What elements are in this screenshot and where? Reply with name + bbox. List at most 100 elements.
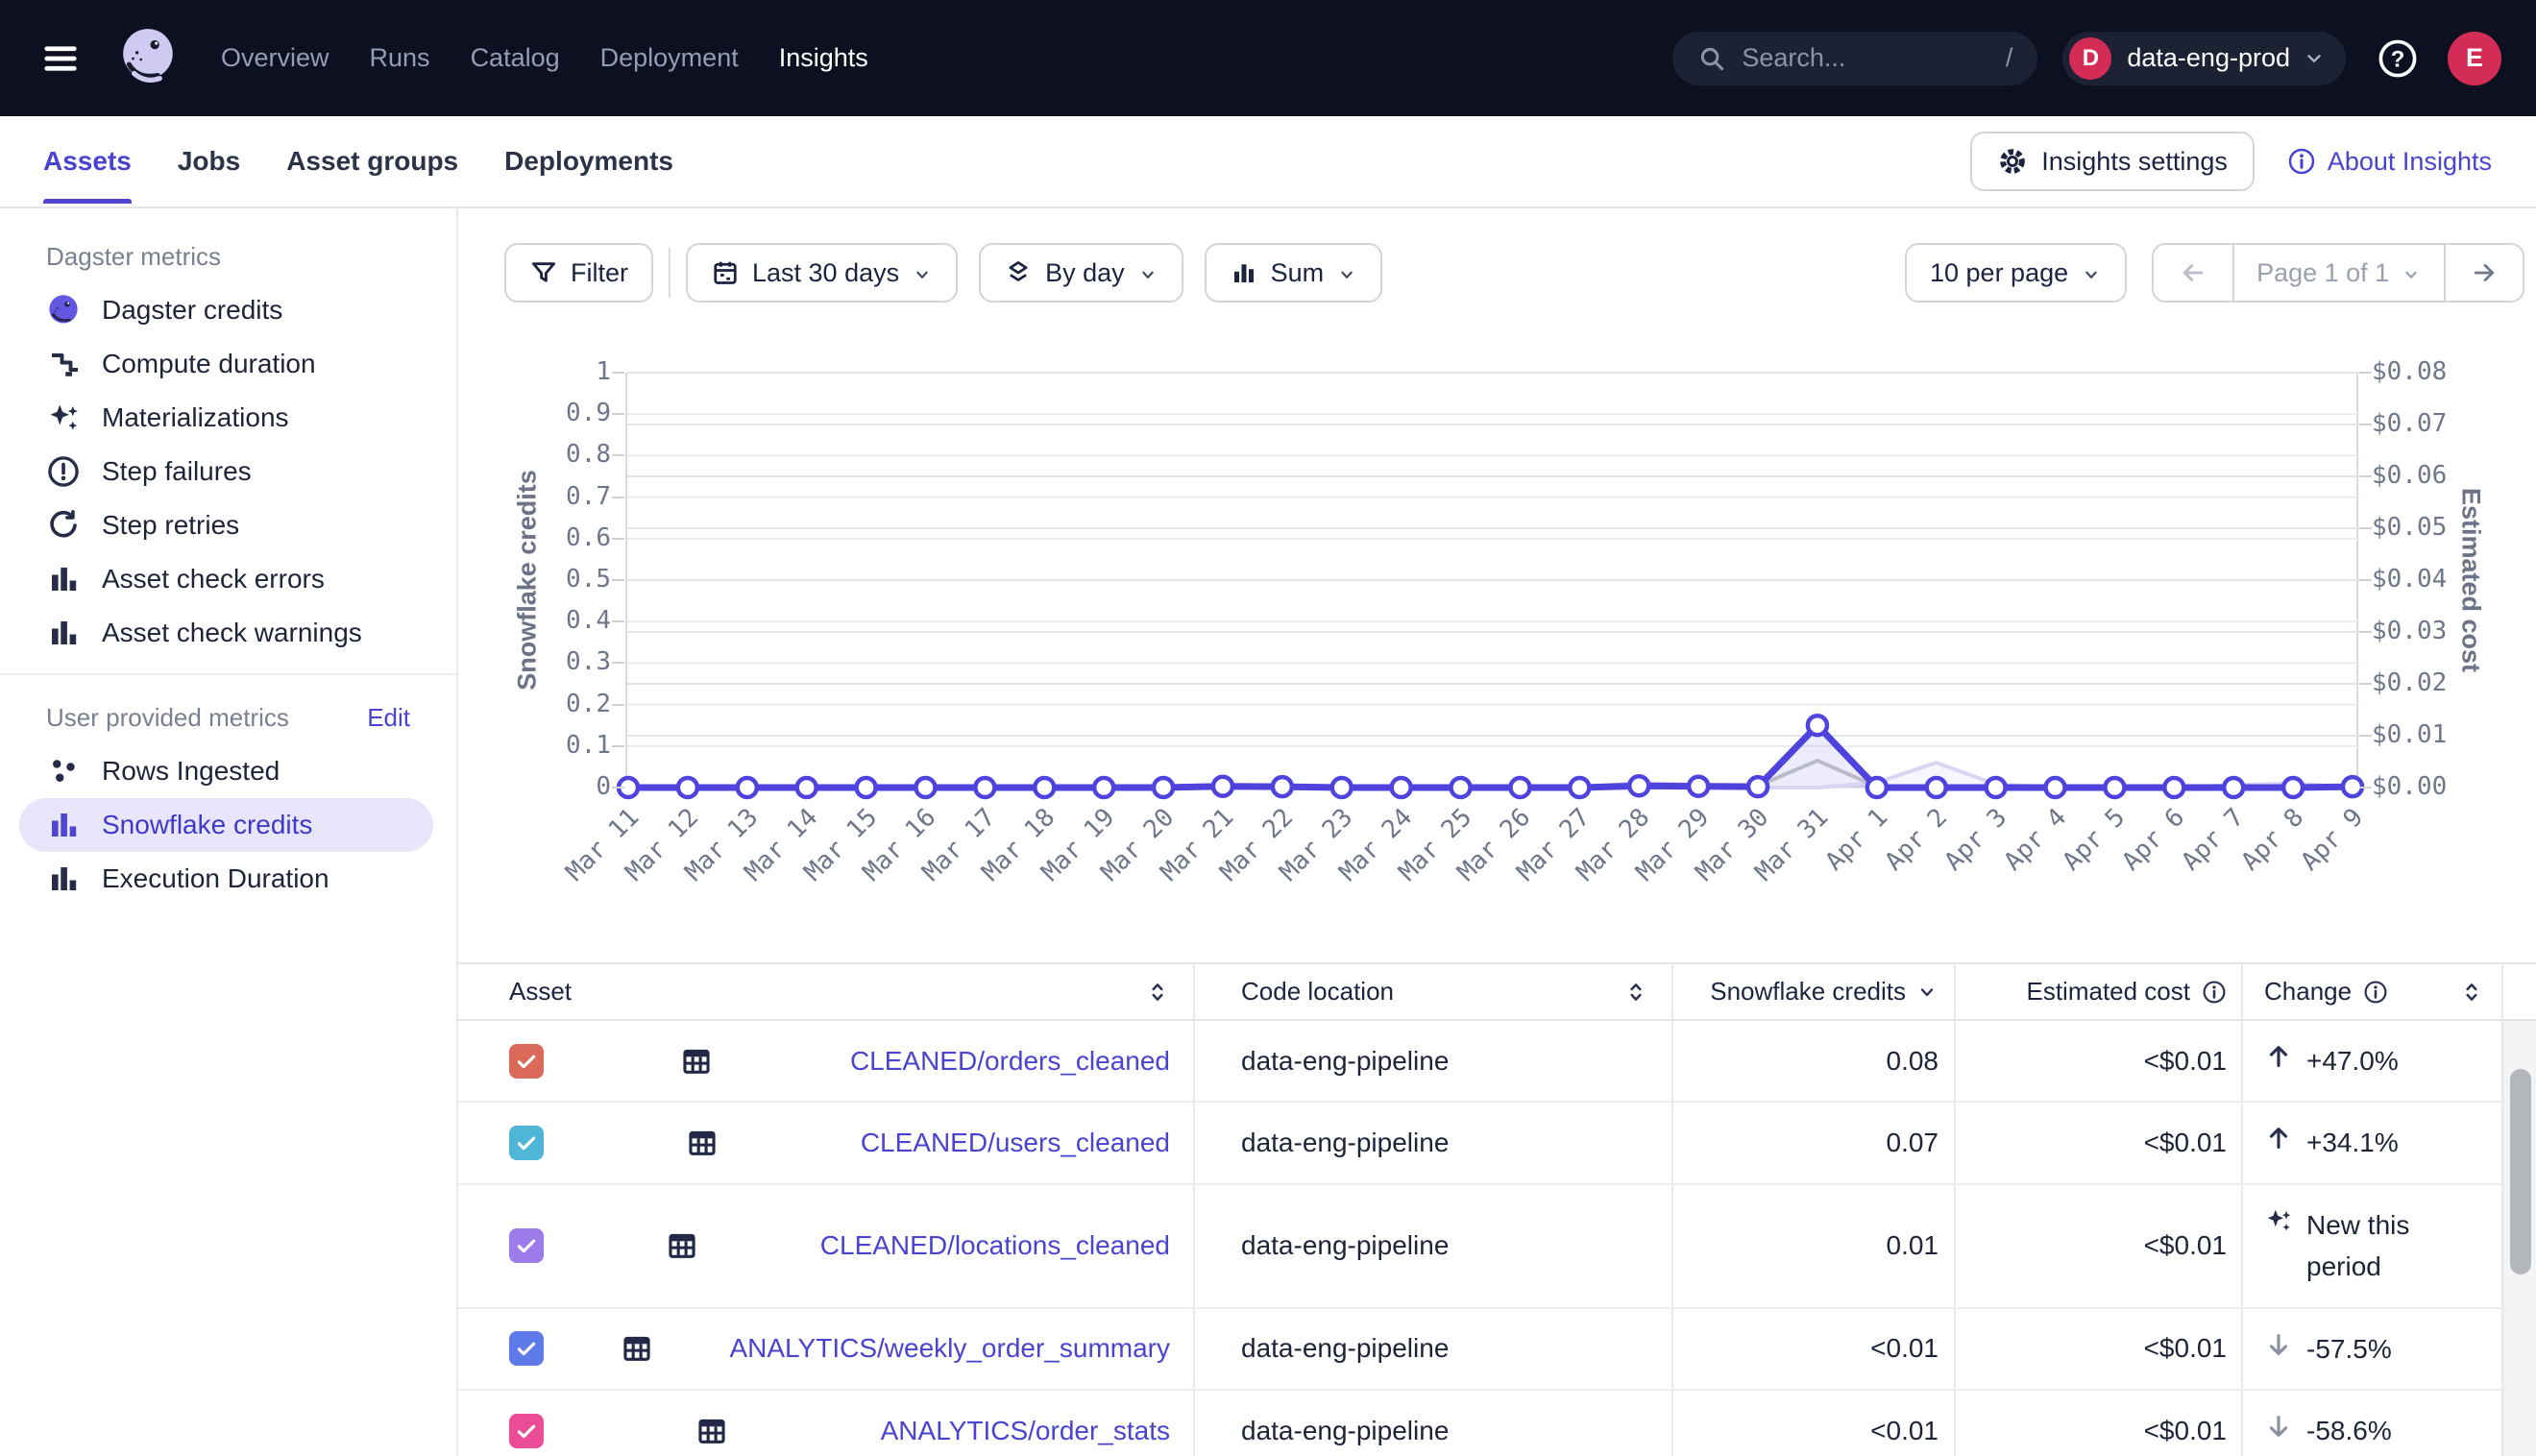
right-axis-tickmark	[2359, 372, 2372, 374]
sidebar-item-snowflake-credits[interactable]: Snowflake credits	[19, 798, 433, 852]
cell-code-location: data-eng-pipeline	[1193, 1308, 1671, 1389]
cell-asset: CLEANED/users_cleaned	[458, 1103, 1193, 1182]
stairs-icon	[46, 347, 81, 381]
hamburger-menu-icon[interactable]	[38, 40, 83, 77]
cell-asset: CLEANED/locations_cleaned	[458, 1185, 1193, 1307]
filter-button[interactable]: Filter	[504, 243, 653, 303]
sort-icon[interactable]	[2459, 980, 2484, 1005]
edit-metrics-link[interactable]: Edit	[367, 702, 410, 732]
granularity-label: By day	[1045, 257, 1125, 287]
sidebar-item-label: Asset check warnings	[102, 618, 362, 647]
sidebar-item-dagster-credits[interactable]: Dagster credits	[0, 283, 456, 337]
dagster-metrics-heading: Dagster metrics	[46, 241, 222, 271]
tab-deployments[interactable]: Deployments	[504, 146, 673, 176]
row-checkbox[interactable]	[509, 1126, 544, 1161]
sidebar-item-asset-check-warnings[interactable]: Asset check warnings	[0, 606, 456, 660]
nav-item-overview[interactable]: Overview	[221, 43, 329, 72]
layers-icon	[1004, 258, 1033, 287]
sidebar-item-step-retries[interactable]: Step retries	[0, 498, 456, 552]
granularity-dropdown[interactable]: By day	[979, 243, 1183, 303]
right-axis-tickmark	[2359, 787, 2372, 789]
sidebar-item-execution-duration[interactable]: Execution Duration	[0, 852, 456, 906]
sort-desc-caret-icon[interactable]	[1915, 981, 1939, 1004]
prev-page-button[interactable]	[2154, 245, 2232, 301]
caret-down-icon	[1137, 262, 1158, 283]
about-insights-link[interactable]: About Insights	[2287, 147, 2492, 177]
left-axis-tickmark	[612, 787, 624, 789]
sort-icon[interactable]	[1145, 980, 1170, 1005]
right-axis-tickmark	[2359, 735, 2372, 737]
sidebar-item-label: Asset check errors	[102, 564, 325, 594]
left-axis-tick: 0.6	[566, 522, 611, 552]
right-axis-tickmark	[2359, 631, 2372, 633]
user-avatar[interactable]: E	[2448, 31, 2501, 85]
cell-snowflake-credits: 0.08	[1671, 1021, 1954, 1102]
caret-down-icon	[1336, 262, 1357, 283]
row-checkbox[interactable]	[509, 1228, 544, 1264]
bar-chart-icon	[46, 562, 81, 596]
aggregation-dropdown[interactable]: Sum	[1204, 243, 1383, 303]
sidebar-item-label: Materializations	[102, 402, 289, 432]
asset-link[interactable]: ANALYTICS/order_stats	[880, 1415, 1170, 1445]
row-checkbox[interactable]	[509, 1043, 544, 1079]
user-metrics-heading: User provided metrics	[46, 702, 289, 732]
nav-item-deployment[interactable]: Deployment	[599, 43, 739, 72]
asset-link[interactable]: CLEANED/users_cleaned	[860, 1128, 1170, 1158]
insights-settings-button[interactable]: Insights settings	[1970, 132, 2255, 191]
change-value: +47.0%	[2306, 1046, 2399, 1076]
table-row: ANALYTICS/order_stats data-eng-pipeline <0…	[458, 1390, 2536, 1456]
tabs: Assets Jobs Asset groups Deployments	[43, 119, 673, 204]
cell-snowflake-credits: 0.01	[1671, 1184, 1954, 1307]
cell-code-location: data-eng-pipeline	[1193, 1390, 1671, 1456]
refresh-icon	[46, 508, 81, 543]
info-icon[interactable]	[2363, 980, 2388, 1005]
info-icon[interactable]	[2202, 980, 2227, 1005]
sidebar-item-compute-duration[interactable]: Compute duration	[0, 337, 456, 391]
right-axis-title: Estimated cost	[2456, 487, 2486, 673]
cost-header-label: Estimated cost	[2026, 977, 2190, 1006]
row-checkbox[interactable]	[509, 1413, 544, 1448]
sidebar-item-asset-check-errors[interactable]: Asset check errors	[0, 552, 456, 606]
help-icon[interactable]: ?	[2377, 37, 2419, 80]
sort-icon[interactable]	[1623, 980, 1648, 1005]
left-axis-tick: 0.5	[566, 565, 611, 594]
column-header-estimated-cost: Estimated cost	[1954, 964, 2241, 1019]
check-icon	[514, 1049, 539, 1074]
next-page-button[interactable]	[2444, 245, 2523, 301]
cell-estimated-cost: <$0.01	[1954, 1103, 2241, 1183]
cell-snowflake-credits: 0.07	[1671, 1103, 1954, 1183]
nav-item-runs[interactable]: Runs	[369, 43, 430, 72]
nav-item-insights[interactable]: Insights	[778, 43, 868, 72]
asset-link[interactable]: ANALYTICS/weekly_order_summary	[729, 1333, 1170, 1364]
right-axis-tick: $0.04	[2372, 565, 2448, 594]
check-icon	[514, 1336, 539, 1361]
table-scrollbar-thumb[interactable]	[2510, 1069, 2531, 1274]
left-axis-tickmark	[612, 744, 624, 747]
tab-jobs[interactable]: Jobs	[177, 146, 241, 176]
asset-link[interactable]: CLEANED/locations_cleaned	[819, 1230, 1170, 1261]
row-checkbox[interactable]	[509, 1331, 544, 1367]
tab-bar: Assets Jobs Asset groups Deployments Insigh…	[0, 116, 2536, 208]
cell-code-location: data-eng-pipeline	[1193, 1021, 1671, 1102]
workspace-switcher[interactable]: D data-eng-prod	[2062, 31, 2346, 85]
metrics-sidebar: Dagster metrics Dagster credits Compute d…	[0, 208, 458, 1456]
cell-change: -57.5%	[2241, 1308, 2501, 1389]
tab-asset-groups[interactable]: Asset groups	[286, 146, 459, 176]
dagster-logo-icon[interactable]	[117, 27, 181, 90]
tab-assets[interactable]: Assets	[43, 119, 132, 204]
page-indicator-dropdown[interactable]: Page 1 of 1	[2232, 245, 2444, 301]
right-axis-tickmark	[2359, 527, 2372, 529]
search-placeholder: Search...	[1742, 43, 1846, 72]
nav-item-catalog[interactable]: Catalog	[470, 43, 560, 72]
left-axis-tick: 0.4	[566, 606, 611, 636]
asset-link[interactable]: CLEANED/orders_cleaned	[849, 1045, 1170, 1076]
left-axis-tick: 1	[596, 357, 611, 386]
table-asset-icon	[695, 1415, 728, 1447]
sidebar-item-materializations[interactable]: Materializations	[0, 391, 456, 445]
date-range-dropdown[interactable]: Last 30 days	[686, 243, 959, 303]
sidebar-item-rows-ingested[interactable]: Rows Ingested	[0, 744, 456, 798]
per-page-dropdown[interactable]: 10 per page	[1905, 243, 2128, 303]
sidebar-item-step-failures[interactable]: Step failures	[0, 445, 456, 498]
left-axis-tick: 0.9	[566, 399, 611, 428]
search-input[interactable]: Search... /	[1672, 31, 2038, 85]
